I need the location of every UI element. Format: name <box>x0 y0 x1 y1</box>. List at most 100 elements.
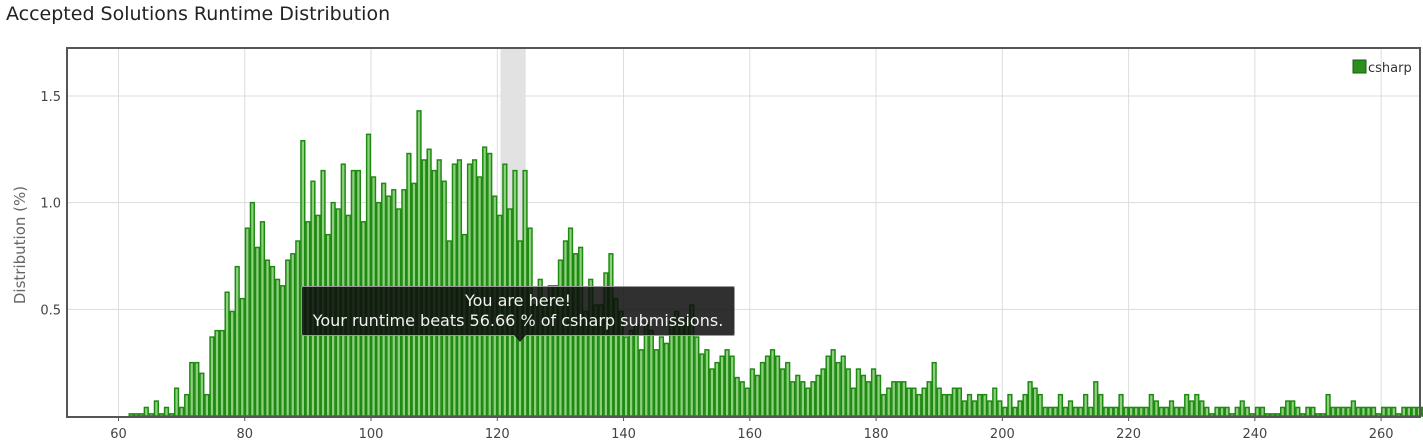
histogram-bar <box>1365 406 1372 417</box>
histogram-bar <box>482 146 488 417</box>
histogram-bar <box>133 413 139 417</box>
histogram-bar <box>1274 413 1281 417</box>
histogram-bar <box>1285 400 1291 417</box>
histogram-bar <box>280 285 286 417</box>
histogram-bar <box>1411 406 1417 417</box>
legend[interactable]: csharp <box>1352 59 1412 76</box>
histogram-bar <box>855 368 862 417</box>
histogram-bar <box>1254 406 1261 417</box>
histogram-bar <box>1396 413 1402 417</box>
histogram-bar <box>699 353 705 417</box>
histogram-bar <box>971 400 978 417</box>
histogram-bar <box>1234 406 1240 417</box>
histogram-bar <box>1350 400 1356 417</box>
histogram-bar <box>982 393 988 417</box>
histogram-bar <box>1077 406 1084 417</box>
histogram-bar <box>1295 406 1301 417</box>
histogram-bar <box>1057 393 1064 417</box>
histogram-bar <box>1088 406 1094 417</box>
histogram-bar <box>1173 406 1180 417</box>
histogram-bar <box>1214 406 1220 417</box>
histogram-bar <box>744 387 750 417</box>
histogram-bar <box>815 374 821 417</box>
histogram-bar <box>199 372 205 417</box>
histogram-bar <box>1113 406 1119 417</box>
histogram-bar <box>1391 406 1397 417</box>
histogram-bar <box>810 381 816 417</box>
histogram-bar <box>709 368 715 417</box>
histogram-bar <box>987 400 993 417</box>
histogram-bar <box>1108 406 1114 417</box>
histogram-bar <box>1335 406 1341 417</box>
histogram-bar <box>1184 393 1190 417</box>
histogram-bar <box>1290 400 1296 417</box>
histogram-bar <box>143 406 149 417</box>
histogram-bar <box>891 381 897 417</box>
histogram-bar <box>1330 406 1336 417</box>
x-tick-label: 200 <box>990 427 1015 442</box>
histogram-bar <box>1093 381 1099 417</box>
histogram-bar <box>1118 393 1124 417</box>
histogram-bar <box>845 368 851 417</box>
histogram-bar <box>936 387 942 417</box>
histogram-bar <box>1007 393 1013 417</box>
histogram-bar <box>1042 406 1048 417</box>
histogram-bar <box>1204 406 1210 417</box>
histogram-bar <box>1199 400 1205 417</box>
y-tick-label: 1.5 <box>40 90 61 105</box>
histogram-bar <box>992 387 998 417</box>
histogram-bar <box>128 413 134 417</box>
histogram-bar <box>679 323 685 417</box>
histogram-bar <box>234 265 240 417</box>
histogram-bar <box>805 387 811 417</box>
histogram-bar <box>1047 406 1053 417</box>
histogram-bar <box>148 413 154 417</box>
histogram-bar <box>780 368 786 417</box>
histogram-bar <box>1360 406 1367 417</box>
histogram-bar <box>1229 413 1235 417</box>
histogram-bar <box>1062 406 1069 417</box>
histogram-bar <box>1138 406 1144 417</box>
histogram-bar <box>264 259 271 417</box>
histogram-bar <box>1310 406 1316 417</box>
histogram-bar <box>875 374 882 417</box>
histogram-bar <box>1002 406 1008 417</box>
histogram-bar <box>997 400 1003 417</box>
x-tick-label: 240 <box>1242 427 1267 442</box>
histogram-bar <box>168 413 175 417</box>
histogram-bar <box>1143 406 1149 417</box>
histogram-bar <box>158 413 165 417</box>
histogram-bar <box>850 387 856 417</box>
histogram-bar <box>189 361 195 417</box>
axis-layer: 60 80 100 120 140 160 180 200 220 240 260 0.5 1.0 1.5 <box>40 90 1393 442</box>
histogram-bar <box>795 374 801 417</box>
histogram-bar <box>1052 406 1058 417</box>
histogram-bar <box>1355 406 1362 417</box>
histogram-bar <box>1406 406 1412 417</box>
y-axis-label: Distribution (%) <box>11 186 29 304</box>
histogram-bar <box>648 329 654 417</box>
x-tick-label: 180 <box>864 427 889 442</box>
histogram-bar <box>184 393 190 417</box>
histogram-bar <box>239 297 245 417</box>
histogram-bar <box>1194 393 1200 417</box>
histogram-bar <box>729 355 735 417</box>
histogram-bar <box>1032 387 1038 417</box>
histogram-bar <box>830 349 836 417</box>
histogram-bar <box>1375 413 1382 417</box>
histogram-bar <box>759 361 766 417</box>
histogram-bar <box>269 265 276 417</box>
x-tick-label: 100 <box>359 427 384 442</box>
legend-label-csharp: csharp <box>1368 61 1412 76</box>
histogram-bar <box>976 393 983 417</box>
histogram-bar <box>1209 413 1215 417</box>
histogram-bar <box>790 381 796 417</box>
histogram-bar <box>1386 406 1392 417</box>
histogram-bar <box>643 323 649 417</box>
histogram-bar <box>1158 406 1165 417</box>
histogram-bar <box>714 361 720 417</box>
chart-title: Accepted Solutions Runtime Distribution <box>6 3 391 25</box>
histogram-bar <box>179 406 185 417</box>
histogram-bar <box>1269 413 1276 417</box>
